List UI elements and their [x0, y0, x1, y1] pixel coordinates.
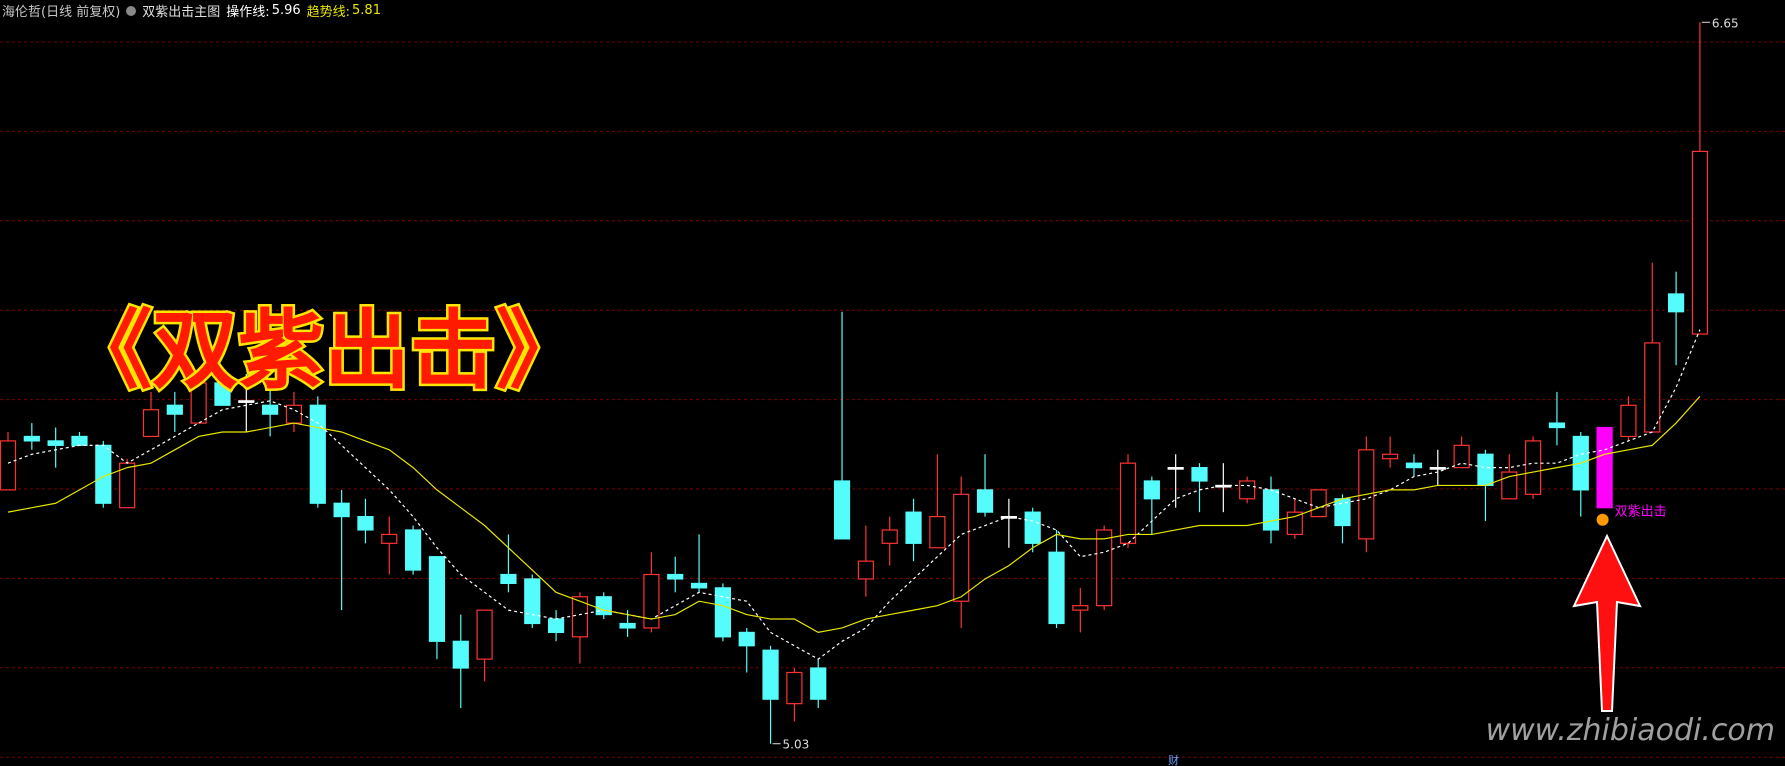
candle-body — [1501, 471, 1518, 500]
candle-body — [1191, 467, 1208, 482]
candle-body — [1262, 489, 1280, 531]
candle-body — [1167, 467, 1184, 470]
candle-body — [1072, 605, 1089, 611]
candle-body — [262, 404, 279, 415]
candle-body — [762, 649, 779, 700]
candle-body — [1405, 462, 1423, 469]
candle-body — [905, 511, 922, 544]
candle-body — [1239, 480, 1256, 500]
candle-body — [1548, 422, 1566, 429]
candle-body — [738, 631, 755, 647]
signal-icon — [1596, 513, 1609, 526]
candle-body — [1525, 440, 1542, 495]
candle-body — [190, 382, 207, 424]
candle-body — [285, 404, 303, 424]
candle-body — [929, 516, 946, 549]
candle-body — [547, 618, 565, 633]
candle-body — [71, 435, 88, 446]
candle-body — [1477, 453, 1494, 487]
candle-body — [619, 622, 636, 629]
legend-value: 5.81 — [352, 3, 381, 18]
candle-body — [667, 573, 684, 580]
candle-body — [1596, 426, 1613, 509]
candle-body — [309, 404, 326, 504]
candle-body — [1429, 467, 1446, 470]
candle-body — [381, 533, 398, 544]
legend-value: 5.96 — [271, 3, 301, 18]
candle-body — [214, 382, 231, 406]
signal-label: 双紫出击 — [1615, 505, 1667, 520]
indicator-name: 双紫出击主图 — [142, 5, 221, 20]
watermark: www.zhibiaodi.com — [1486, 713, 1775, 748]
candle-body — [500, 573, 517, 585]
candle-body — [405, 529, 422, 571]
candle-body — [1667, 293, 1685, 313]
candle-body — [1096, 529, 1113, 607]
candle-body — [142, 409, 160, 438]
candle-body — [428, 556, 446, 642]
candle-body — [810, 667, 827, 700]
candle-body — [643, 573, 660, 629]
candle-body — [595, 596, 612, 616]
candle-body — [0, 440, 17, 491]
candle-body — [1620, 404, 1637, 438]
candle-body — [47, 440, 64, 446]
candle-body — [714, 587, 732, 638]
candle-body — [833, 480, 851, 540]
candle-body — [1644, 342, 1661, 433]
banner: 《双紫出击》 — [66, 301, 582, 401]
indicator-line — [7, 395, 1701, 634]
candle-body — [452, 640, 469, 669]
low-label: 5.03 — [783, 738, 810, 752]
indicator-line — [7, 329, 1701, 660]
candle-body — [1119, 462, 1137, 544]
candle-body — [571, 596, 589, 638]
candle-body — [690, 582, 708, 589]
candle-body — [786, 671, 803, 705]
candle-body — [476, 609, 493, 660]
candle-body — [1453, 444, 1470, 469]
candle-body — [166, 404, 183, 415]
bottom-marker: 财 — [1168, 753, 1179, 766]
candle-body — [857, 560, 874, 580]
candle-body — [238, 400, 255, 403]
candle-body — [524, 578, 541, 625]
candle-body — [976, 489, 994, 513]
candle-body — [953, 493, 970, 602]
indicator-icon[interactable] — [126, 5, 137, 16]
candle-body — [1310, 489, 1327, 518]
header: 海伦哲(日线 前复权) 双紫出击主图 操作线: 5.96 趋势线: 5.81 — [2, 1, 381, 20]
candle-body — [357, 516, 374, 531]
candle-body — [1143, 480, 1160, 500]
candle-body — [1382, 453, 1399, 460]
candle-body — [1286, 511, 1303, 536]
candle-body — [1048, 551, 1065, 625]
legend-name: 操作线: — [226, 5, 270, 20]
high-label: 6.65 — [1712, 16, 1739, 30]
candle-body — [333, 502, 350, 518]
legend-name: 趋势线: — [306, 5, 351, 20]
candle-body — [1691, 150, 1709, 335]
signal-arrow — [1572, 533, 1642, 712]
candle-body — [1024, 511, 1041, 544]
candle-body — [23, 435, 40, 442]
candle-body — [881, 529, 898, 544]
stock-title: 海伦哲(日线 前复权) — [2, 5, 121, 20]
